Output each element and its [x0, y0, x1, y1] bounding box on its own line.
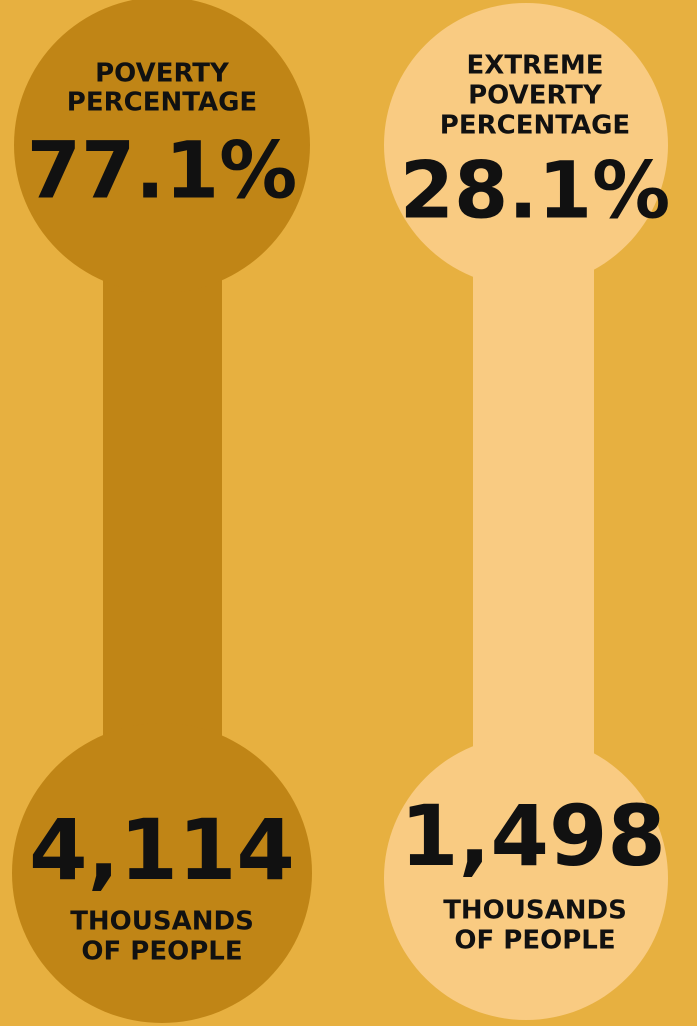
- label-line: POVERTY: [95, 59, 230, 89]
- count: 1,498: [400, 787, 666, 885]
- label-line: POVERTY: [468, 81, 603, 111]
- label-line: PERCENTAGE: [67, 88, 257, 118]
- extreme-poverty-column: EXTREME POVERTY PERCENTAGE 28.1% 1,498 T…: [384, 3, 670, 1020]
- label-line: PERCENTAGE: [440, 111, 630, 141]
- bottom-circle: [384, 736, 668, 1020]
- label-line: EXTREME: [467, 51, 604, 81]
- count-unit-line: OF PEOPLE: [81, 937, 242, 967]
- bottom-circle: [12, 723, 312, 1023]
- count-unit-line: OF PEOPLE: [454, 926, 615, 956]
- connector: [103, 250, 222, 780]
- connector: [473, 250, 594, 790]
- poverty-column: POVERTY PERCENTAGE 77.1% 4,114 THOUSANDS…: [12, 0, 312, 1023]
- count-unit-line: THOUSANDS: [70, 907, 254, 937]
- percentage: 77.1%: [27, 126, 298, 216]
- count: 4,114: [29, 801, 295, 899]
- count-unit-line: THOUSANDS: [443, 896, 627, 926]
- top-circle: [14, 0, 310, 293]
- percentage: 28.1%: [400, 146, 671, 236]
- top-circle: [384, 3, 668, 287]
